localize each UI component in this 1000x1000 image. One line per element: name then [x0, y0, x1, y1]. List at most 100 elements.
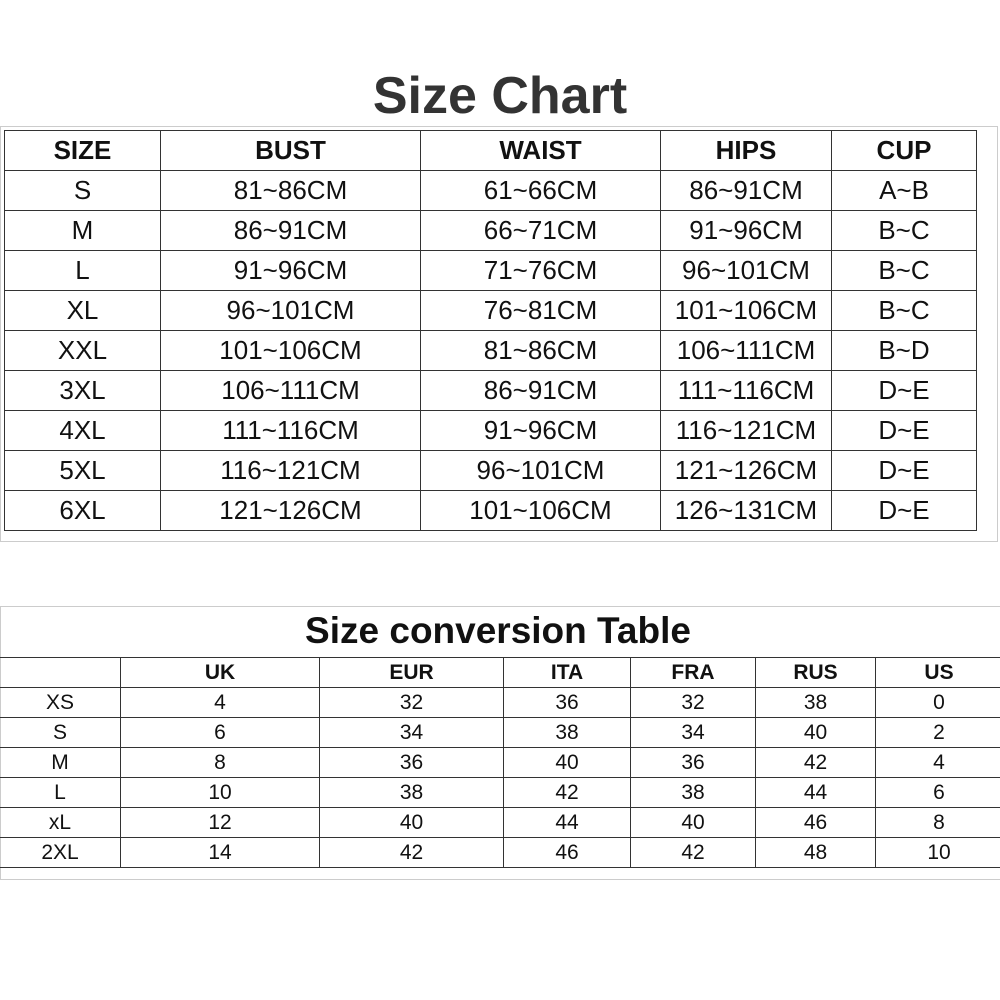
size-chart-header-hips: HIPS [660, 130, 832, 171]
table-cell: 76~81CM [420, 290, 661, 331]
table-cell: L [4, 250, 161, 291]
table-cell: 42 [319, 837, 504, 868]
table-cell: 126~131CM [660, 490, 832, 531]
table-cell: 2XL [0, 837, 121, 868]
table-cell: 40 [755, 717, 876, 748]
table-cell: 44 [503, 807, 631, 838]
table-cell: 42 [755, 747, 876, 778]
table-row: L 91~96CM 71~76CM 96~101CM B~C [4, 250, 977, 291]
table-cell: D~E [831, 370, 977, 411]
conversion-header-rus: RUS [755, 657, 876, 688]
table-row: 3XL 106~111CM 86~91CM 111~116CM D~E [4, 370, 977, 411]
table-cell: 2 [875, 717, 1000, 748]
table-row: XS 4 32 36 32 38 0 [0, 687, 1000, 718]
table-row: 5XL 116~121CM 96~101CM 121~126CM D~E [4, 450, 977, 491]
table-cell: A~B [831, 170, 977, 211]
table-cell: 6 [120, 717, 320, 748]
table-cell: 91~96CM [160, 250, 421, 291]
table-cell: 5XL [4, 450, 161, 491]
conversion-header-ita: ITA [503, 657, 631, 688]
table-cell: 38 [755, 687, 876, 718]
table-cell: 48 [755, 837, 876, 868]
conversion-table-title: Size conversion Table [305, 610, 691, 651]
table-cell: 34 [319, 717, 504, 748]
table-cell: 111~116CM [160, 410, 421, 451]
table-cell: 46 [755, 807, 876, 838]
table-cell: 116~121CM [160, 450, 421, 491]
size-chart-header-size: SIZE [4, 130, 161, 171]
table-cell: 40 [503, 747, 631, 778]
table-cell: 4 [120, 687, 320, 718]
table-row: XL 96~101CM 76~81CM 101~106CM B~C [4, 290, 977, 331]
table-cell: XS [0, 687, 121, 718]
size-chart-header-waist: WAIST [420, 130, 661, 171]
table-cell: 34 [630, 717, 756, 748]
table-cell: 111~116CM [660, 370, 832, 411]
table-cell: D~E [831, 410, 977, 451]
table-row: M 86~91CM 66~71CM 91~96CM B~C [4, 210, 977, 251]
table-cell: 61~66CM [420, 170, 661, 211]
table-cell: 96~101CM [160, 290, 421, 331]
table-row: S 81~86CM 61~66CM 86~91CM A~B [4, 170, 977, 211]
table-cell: 8 [875, 807, 1000, 838]
table-row: XXL 101~106CM 81~86CM 106~111CM B~D [4, 330, 977, 371]
table-cell: 42 [630, 837, 756, 868]
table-cell: B~D [831, 330, 977, 371]
table-cell: 81~86CM [420, 330, 661, 371]
table-cell: S [0, 717, 121, 748]
table-cell: D~E [831, 450, 977, 491]
table-cell: 40 [319, 807, 504, 838]
conversion-header-blank [0, 657, 121, 688]
table-row: 4XL 111~116CM 91~96CM 116~121CM D~E [4, 410, 977, 451]
table-cell: 38 [503, 717, 631, 748]
table-cell: 86~91CM [660, 170, 832, 211]
table-cell: 116~121CM [660, 410, 832, 451]
table-cell: 6XL [4, 490, 161, 531]
table-cell: XL [4, 290, 161, 331]
table-cell: 86~91CM [160, 210, 421, 251]
table-cell: 40 [630, 807, 756, 838]
table-cell: S [4, 170, 161, 211]
table-cell: B~C [831, 250, 977, 291]
size-chart-header-bust: BUST [160, 130, 421, 171]
size-chart-title: Size Chart [372, 67, 628, 125]
table-cell: xL [0, 807, 121, 838]
table-row: 2XL 14 42 46 42 48 10 [0, 837, 1000, 868]
table-cell: 0 [875, 687, 1000, 718]
table-cell: 86~91CM [420, 370, 661, 411]
table-cell: XXL [4, 330, 161, 371]
table-cell: 36 [503, 687, 631, 718]
conversion-header-eur: EUR [319, 657, 504, 688]
table-cell: 38 [630, 777, 756, 808]
table-cell: 121~126CM [160, 490, 421, 531]
table-cell: 96~101CM [420, 450, 661, 491]
table-cell: 12 [120, 807, 320, 838]
table-cell: 101~106CM [420, 490, 661, 531]
table-cell: 66~71CM [420, 210, 661, 251]
table-row: M 8 36 40 36 42 4 [0, 747, 1000, 778]
table-row: S 6 34 38 34 40 2 [0, 717, 1000, 748]
table-cell: 46 [503, 837, 631, 868]
table-cell: L [0, 777, 121, 808]
table-cell: 10 [120, 777, 320, 808]
table-cell: 6 [875, 777, 1000, 808]
table-cell: 3XL [4, 370, 161, 411]
table-cell: B~C [831, 290, 977, 331]
table-cell: 96~101CM [660, 250, 832, 291]
table-row: L 10 38 42 38 44 6 [0, 777, 1000, 808]
table-cell: 101~106CM [160, 330, 421, 371]
table-row: xL 12 40 44 40 46 8 [0, 807, 1000, 838]
table-cell: M [0, 747, 121, 778]
size-chart-table: SIZE BUST WAIST HIPS CUP S 81~86CM 61~66CM 86~9… [4, 130, 977, 531]
conversion-header-uk: UK [120, 657, 320, 688]
table-cell: 44 [755, 777, 876, 808]
table-cell: 36 [319, 747, 504, 778]
table-cell: 38 [319, 777, 504, 808]
conversion-header-us: US [875, 657, 1000, 688]
conversion-header-fra: FRA [630, 657, 756, 688]
table-cell: D~E [831, 490, 977, 531]
table-cell: M [4, 210, 161, 251]
table-cell: 4XL [4, 410, 161, 451]
table-cell: 121~126CM [660, 450, 832, 491]
table-cell: 91~96CM [660, 210, 832, 251]
